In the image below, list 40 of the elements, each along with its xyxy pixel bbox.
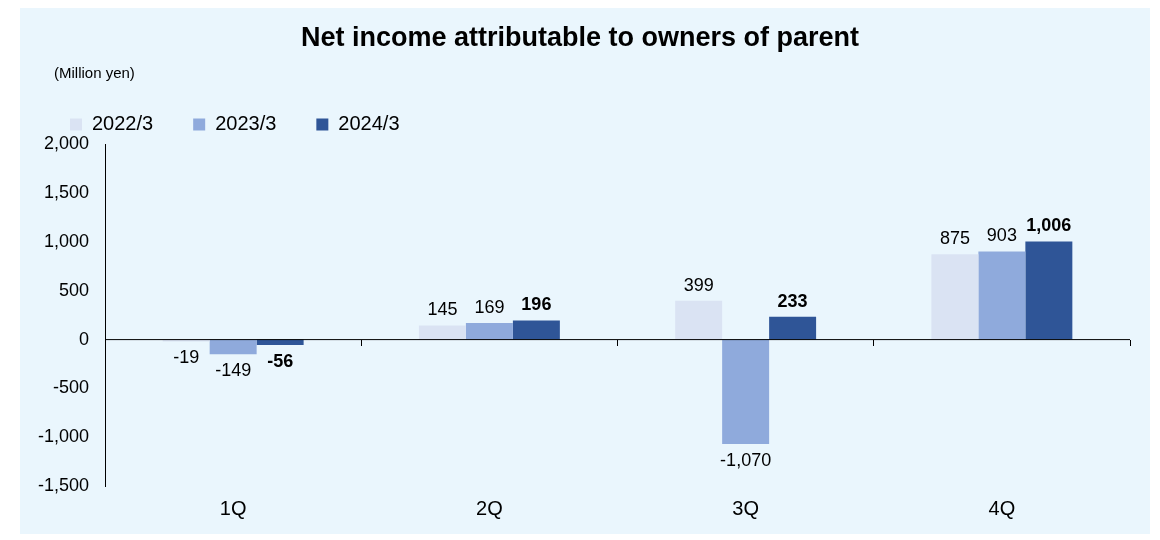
bar <box>675 300 723 340</box>
chart-title: Net income attributable to owners of parent <box>300 21 860 52</box>
data-label: 145 <box>427 299 458 320</box>
y-axis-title: (Million yen) <box>54 64 135 82</box>
y-tick-label: -500 <box>53 377 90 398</box>
data-label: 399 <box>683 274 714 295</box>
legend-label: 2022/3 <box>92 111 154 134</box>
x-tick-label: 3Q <box>732 496 759 519</box>
bar <box>512 320 560 340</box>
y-tick-label: 2,000 <box>43 133 90 154</box>
legend-label: 2023/3 <box>215 111 277 134</box>
bar <box>978 251 1026 340</box>
bar <box>418 325 466 340</box>
x-tick-label: 1Q <box>219 496 247 519</box>
data-label: 196 <box>521 294 552 315</box>
y-tick-label: 0 <box>79 328 90 349</box>
data-label: -1,070 <box>720 450 772 470</box>
data-label: 903 <box>986 225 1017 246</box>
legend-label: 2024/3 <box>338 111 400 134</box>
y-tick-label: 500 <box>58 279 90 300</box>
data-label: 169 <box>474 297 505 318</box>
x-tick-label: 4Q <box>988 496 1016 519</box>
bar <box>256 339 304 346</box>
y-tick-label: -1,000 <box>37 426 90 447</box>
bar <box>769 316 817 340</box>
bar <box>722 339 770 445</box>
data-label: -149 <box>215 360 252 381</box>
bar <box>209 339 257 355</box>
y-tick-label: -1,500 <box>37 474 90 495</box>
bar <box>1025 241 1073 340</box>
data-label: 1,006 <box>1026 215 1072 236</box>
bar <box>465 323 513 340</box>
x-tick-label: 2Q <box>476 496 503 519</box>
data-label: 233 <box>777 290 808 311</box>
data-label: -56 <box>267 351 294 372</box>
data-label: -19 <box>173 347 200 368</box>
data-label: 875 <box>939 228 970 249</box>
bar <box>931 254 979 340</box>
y-tick-label: 1,000 <box>43 230 90 251</box>
y-tick-label: 1,500 <box>43 182 90 203</box>
